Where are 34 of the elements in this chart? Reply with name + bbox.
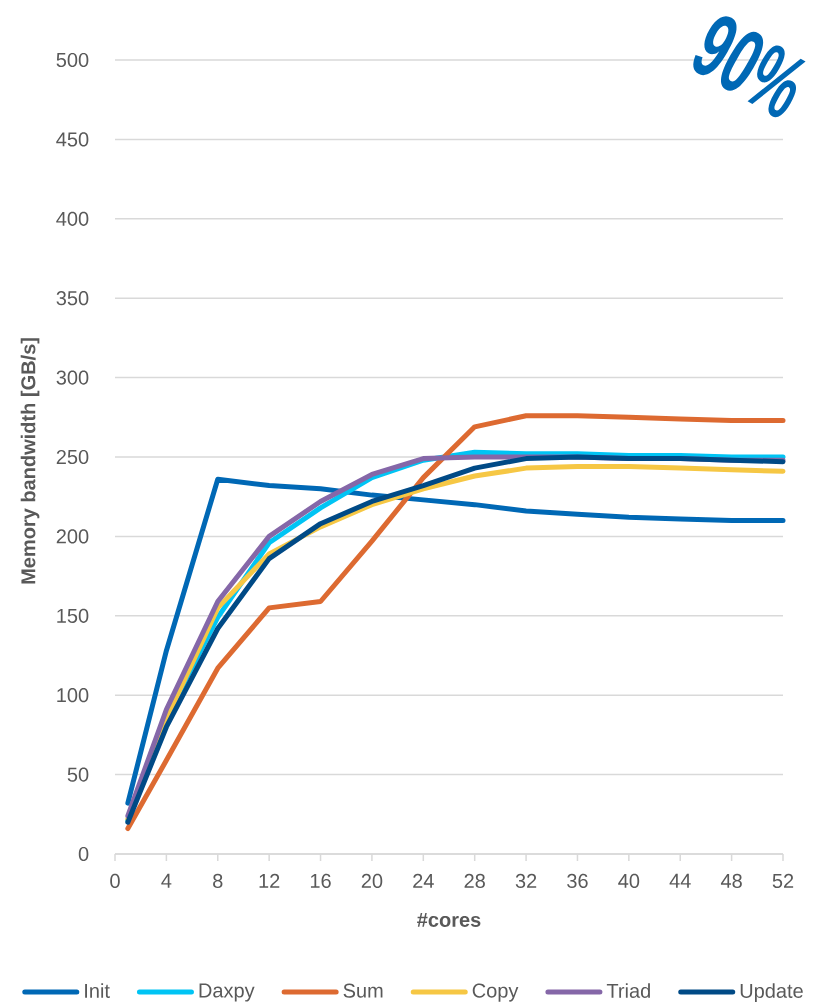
x-tick-label: 44 xyxy=(669,873,691,888)
y-tick-label: 50 xyxy=(67,767,89,782)
y-tick-label: 350 xyxy=(56,291,89,306)
x-axis-title: #cores xyxy=(417,913,481,927)
legend-label: Update xyxy=(740,983,803,1002)
x-tick-label: 12 xyxy=(259,873,280,888)
x-tick-label: 52 xyxy=(772,873,794,889)
x-tick-label: 4 xyxy=(161,873,172,888)
legend-label: Daxpy xyxy=(199,983,255,1002)
x-tick-label: 0 xyxy=(110,873,120,889)
y-tick-label: 450 xyxy=(56,132,89,147)
legend-label: Triad xyxy=(606,983,650,998)
legend-label: Copy xyxy=(472,983,519,1002)
y-tick-label: 500 xyxy=(56,52,89,68)
x-tick-label: 8 xyxy=(213,873,223,889)
y-tick-label: 0 xyxy=(78,846,89,862)
x-tick-label: 36 xyxy=(567,873,588,889)
legend-label: Sum xyxy=(343,983,383,998)
y-tick-label: 200 xyxy=(56,529,89,544)
x-tick-label: 24 xyxy=(413,873,434,888)
y-tick-label: 300 xyxy=(56,370,89,385)
y-tick-label: 150 xyxy=(57,608,89,623)
x-tick-label: 48 xyxy=(720,873,742,889)
y-tick-label: 250 xyxy=(56,449,89,465)
x-tick-label: 28 xyxy=(464,873,485,889)
x-tick-label: 16 xyxy=(310,873,331,889)
y-tick-label: 100 xyxy=(57,688,89,703)
legend-label: Init xyxy=(85,983,110,998)
y-tick-label: 400 xyxy=(56,211,89,226)
annotation: 90% xyxy=(693,16,806,118)
x-tick-label: 20 xyxy=(361,873,383,889)
x-tick-label: 32 xyxy=(515,873,537,889)
x-tick-label: 40 xyxy=(618,873,640,889)
y-axis-title: Memory bandwidth [GB/s] xyxy=(20,338,40,584)
